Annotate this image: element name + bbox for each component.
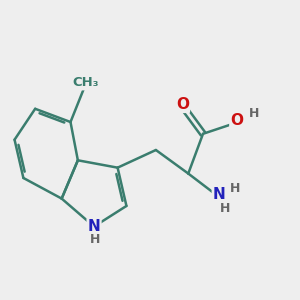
Text: H: H bbox=[230, 182, 241, 195]
Text: H: H bbox=[220, 202, 230, 215]
Text: N: N bbox=[213, 187, 226, 202]
Text: CH₃: CH₃ bbox=[72, 76, 98, 89]
Text: N: N bbox=[88, 219, 100, 234]
Text: O: O bbox=[230, 113, 243, 128]
Text: O: O bbox=[176, 97, 189, 112]
Text: H: H bbox=[249, 107, 260, 120]
Text: H: H bbox=[89, 233, 100, 246]
